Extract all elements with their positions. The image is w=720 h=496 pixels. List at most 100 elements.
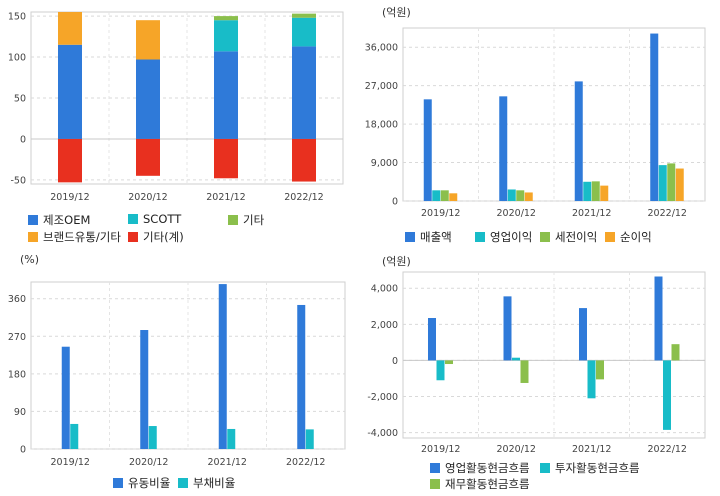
legend-item: 기타 [228, 212, 264, 228]
legend-item: 기타(계) [128, 229, 184, 245]
x-tick-label: 2021/12 [206, 192, 245, 203]
y-tick-label: 0 [392, 197, 398, 208]
y-tick-label: 270 [8, 332, 26, 343]
x-tick-label: 2022/12 [648, 444, 687, 455]
cashflow-unit-label: (억원) [382, 255, 411, 268]
bar-영업이익 [507, 189, 516, 201]
legend-swatch [430, 463, 440, 473]
legend-label: 세전이익 [555, 230, 598, 244]
legend-label: 기타 [243, 213, 265, 227]
legend-label: 영업이익 [490, 230, 533, 244]
bar-세전이익 [516, 190, 525, 201]
y-tick-label: 180 [8, 369, 26, 380]
bar-재무활동현금흐름 [671, 344, 680, 361]
bar-투자활동현금흐름 [587, 360, 596, 399]
bar-SCOTT [214, 20, 238, 52]
bar-영업이익 [432, 190, 441, 201]
legend-swatch [128, 232, 138, 242]
bar-기타(계) [136, 138, 160, 176]
legend-item: 유동비율 [113, 475, 170, 491]
legend-label: 제조OEM [43, 213, 91, 227]
bar-투자활동현금흐름 [512, 357, 520, 361]
legend-label: 기타(계) [143, 230, 184, 244]
y-tick-label: 150 [8, 12, 26, 23]
profit-chart: (억원) 0 9,000 18,000 27,000 36,000 2019/12 2020… [360, 0, 720, 250]
bar-기타(계) [292, 138, 316, 182]
y-tick-label: 0 [392, 356, 398, 367]
y-tick-label: 4,000 [371, 284, 398, 295]
bar-제조OEM [58, 44, 82, 139]
legend-swatch [405, 232, 415, 242]
legend-item: 매출액 [405, 229, 452, 245]
legend-swatch [178, 478, 188, 488]
bar-세전이익 [591, 181, 600, 201]
bar-세전이익 [667, 163, 676, 201]
bar-유동비율 [297, 304, 306, 449]
bar-매출액 [574, 81, 583, 201]
legend-item: 재무활동현금흐름 [430, 476, 530, 492]
bar-유동비율 [218, 284, 227, 449]
legend-swatch [28, 232, 38, 242]
legend-item: 부채비율 [178, 475, 235, 491]
bar-기타 [214, 16, 238, 21]
bar-부채비율 [227, 428, 236, 449]
x-tick-label: 2022/12 [648, 208, 687, 219]
bar-영업활동현금흐름 [579, 308, 587, 361]
bar-순이익 [449, 193, 458, 201]
ratios-plot: 0 90 180 270 360 2019/12 2020/12 2021/12 2022/12 [8, 281, 346, 468]
x-tick-label: 2020/12 [497, 444, 536, 455]
y-tick-label: 0 [20, 134, 26, 145]
legend-label: SCOTT [143, 212, 182, 226]
bar-부채비율 [148, 426, 157, 449]
legend-item: 브랜드유통/기타 [28, 229, 121, 245]
legend-label: 브랜드유통/기타 [43, 230, 121, 244]
bar-부채비율 [70, 423, 79, 449]
y-tick-label: 27,000 [365, 81, 398, 92]
x-tick-label: 2021/12 [572, 208, 611, 219]
bar-투자활동현금흐름 [436, 360, 445, 381]
cashflow-chart: (억원) -4,000 -2,000 0 2,000 4,000 2019/12 2020/… [360, 248, 720, 496]
bar-SCOTT [292, 17, 316, 47]
bar-브랜드유통/기타 [136, 20, 160, 60]
y-tick-label: -2,000 [367, 392, 398, 403]
bar-영업이익 [658, 165, 667, 201]
legend-item: 순이익 [605, 229, 652, 245]
bar-영업활동현금흐름 [654, 276, 663, 361]
legend-swatch [540, 232, 550, 242]
x-tick-label: 2021/12 [572, 444, 611, 455]
cashflow-plot: -4,000 -2,000 0 2,000 4,000 2019/12 2020/12 202… [367, 271, 706, 455]
bar-제조OEM [214, 51, 238, 139]
profit-unit-label: (억원) [382, 6, 411, 19]
legend-swatch [228, 215, 238, 225]
bar-제조OEM [292, 46, 316, 139]
legend-label: 재무활동현금흐름 [445, 477, 530, 491]
legend-item: 영업활동현금흐름 [430, 460, 530, 476]
bar-순이익 [675, 168, 684, 201]
bar-매출액 [650, 33, 659, 201]
bar-유동비율 [61, 346, 70, 449]
legend-swatch [113, 478, 123, 488]
y-tick-label: 360 [8, 294, 26, 305]
x-tick-label: 2022/12 [286, 457, 325, 468]
y-tick-label: 90 [14, 407, 26, 418]
bar-재무활동현금흐름 [520, 360, 529, 383]
bar-기타 [292, 13, 316, 18]
bar-매출액 [499, 96, 508, 201]
legend-swatch [605, 232, 615, 242]
legend-label: 순이익 [620, 230, 652, 244]
x-tick-label: 2019/12 [51, 457, 90, 468]
ratios-unit-label: (%) [20, 253, 40, 266]
bar-순이익 [600, 185, 609, 201]
legend-swatch [475, 232, 485, 242]
x-tick-label: 2021/12 [208, 457, 247, 468]
revenue-mix-chart: -50 0 50 100 150 2019/12 2020/12 2021/12 2022/12… [0, 0, 360, 250]
bar-재무활동현금흐름 [445, 360, 453, 365]
bar-순이익 [524, 192, 533, 201]
bar-기타(계) [58, 138, 82, 183]
bar-제조OEM [136, 59, 160, 139]
y-tick-label: 9,000 [371, 158, 398, 169]
legend-item: 영업이익 [475, 229, 532, 245]
bar-재무활동현금흐름 [596, 360, 604, 380]
bar-세전이익 [440, 190, 449, 201]
legend-swatch [430, 479, 440, 489]
